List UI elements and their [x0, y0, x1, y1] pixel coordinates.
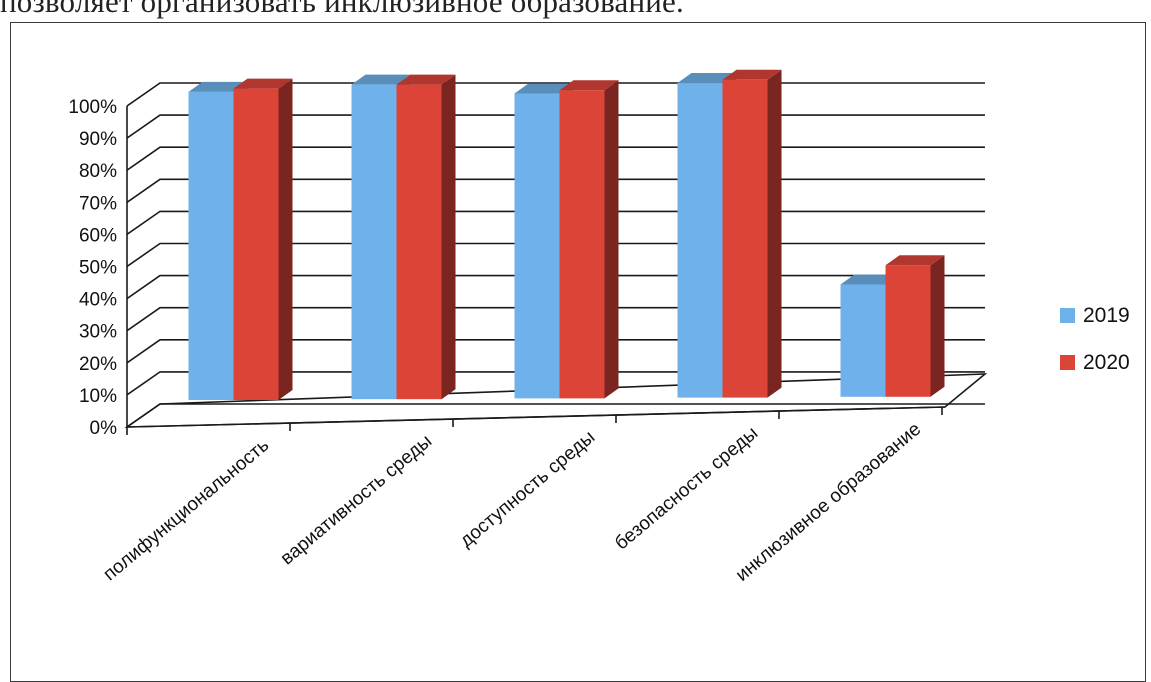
legend: 2019 2020 [1060, 304, 1130, 374]
y-tick-labels: 0% 10% 20% 30% 40% 50% 60% 70% 80% 90% 100% [68, 97, 117, 439]
bar-2020 [233, 88, 279, 400]
y-tick-label: 100% [68, 97, 117, 118]
bar-2020 [885, 265, 931, 397]
bar-top-2020 [233, 78, 293, 89]
category-label: доступность среды [456, 427, 599, 552]
bar-top-2020 [559, 80, 619, 91]
bar-2019 [677, 83, 723, 398]
bar-2019 [351, 84, 397, 400]
bar-side-2020 [278, 78, 293, 400]
y-tick-label: 80% [79, 161, 117, 182]
legend-swatch-2020 [1060, 355, 1075, 370]
y-tick-label: 70% [79, 193, 117, 214]
y-tick-label: 20% [79, 354, 117, 375]
bar-2019 [840, 284, 886, 397]
y-tick-label: 90% [79, 129, 117, 150]
x-axis-line [126, 406, 946, 428]
legend-label: 2019 [1083, 304, 1130, 327]
y-tick-label: 30% [79, 322, 117, 343]
y-tick-label: 50% [79, 258, 117, 279]
bar-2019 [188, 91, 234, 400]
bars [188, 69, 945, 400]
y-tick-label: 40% [79, 290, 117, 311]
category-label: вариативность среды [277, 431, 437, 570]
y-tick-label: 0% [90, 418, 118, 439]
bar-top-2019 [351, 74, 411, 85]
bar-2020 [559, 90, 605, 399]
bar-top-2019 [514, 83, 574, 94]
bar-top-2019 [677, 73, 737, 84]
legend-swatch-2019 [1060, 308, 1075, 323]
bar-2020 [396, 84, 442, 400]
legend-label: 2020 [1083, 351, 1130, 374]
bar-side-2020 [767, 69, 782, 398]
bar-side-2020 [441, 74, 456, 400]
bar-top-2019 [840, 274, 900, 285]
bar-top-2019 [188, 81, 248, 92]
bar-2019 [514, 93, 560, 399]
category-label: безопасность среды [611, 423, 762, 555]
category-labels: полифункциональность вариативность среды д… [100, 419, 926, 586]
bar-2020 [722, 79, 768, 398]
y-tick-label: 60% [79, 225, 117, 246]
axes [124, 106, 988, 435]
bar-top-2020 [396, 74, 456, 85]
category-label: полифункциональность [100, 435, 274, 586]
bar-top-2020 [722, 69, 782, 80]
bar-top-2020 [885, 255, 945, 266]
bar-side-2020 [604, 80, 619, 399]
document-text-line: позволяет организовать инклюзивное образ… [0, 0, 684, 19]
y-tick-label: 10% [79, 386, 117, 407]
category-label: инклюзивное образование [732, 419, 925, 586]
bar-side-2020 [930, 255, 945, 397]
